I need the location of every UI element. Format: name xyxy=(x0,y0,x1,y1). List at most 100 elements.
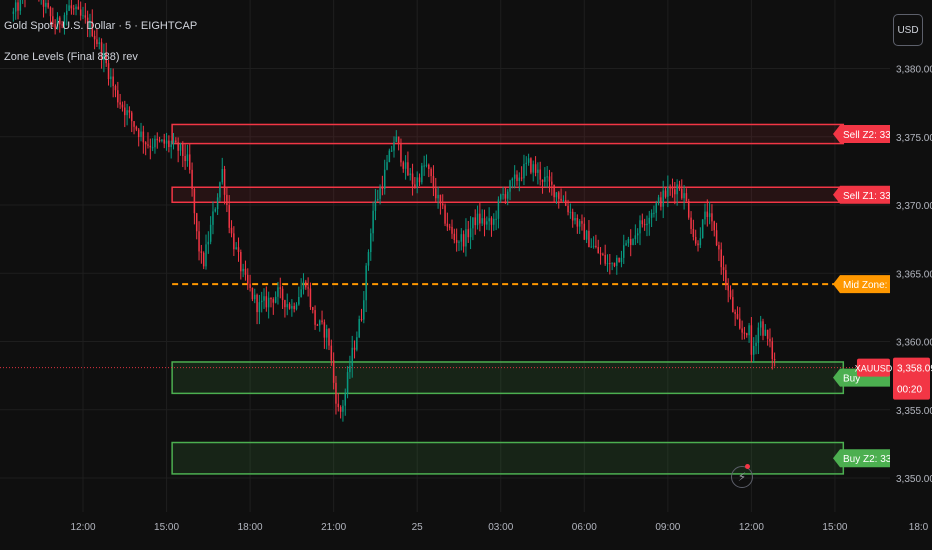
x-tick-label: 18:00 xyxy=(238,522,263,533)
candle-body xyxy=(625,243,627,246)
candle-body xyxy=(748,325,750,336)
candle-body xyxy=(272,299,275,303)
candle-body xyxy=(205,244,207,267)
candle-body xyxy=(103,53,105,60)
label-mid-zone[interactable]: Mid Zone: 336 xyxy=(833,275,907,294)
candle-body xyxy=(451,226,453,234)
candle-body xyxy=(590,246,593,248)
candle-body xyxy=(483,218,486,225)
x-tick-label: 12:00 xyxy=(70,522,95,533)
candle-body xyxy=(455,240,458,243)
candle-body xyxy=(279,287,282,289)
label-sell-z1-text: Sell Z1: 3370- xyxy=(843,191,905,202)
candle-body xyxy=(444,205,446,224)
candle-body xyxy=(583,223,586,240)
candle-body xyxy=(156,138,159,141)
y-tick-label: 3,380.00 xyxy=(896,65,932,76)
candle-body xyxy=(242,268,244,272)
candle-body xyxy=(186,154,189,162)
candle-body xyxy=(114,86,117,91)
zone-sell-z2 xyxy=(171,123,845,145)
candle-body xyxy=(636,233,639,236)
candle-body xyxy=(49,7,52,17)
x-tick-label: 15:00 xyxy=(154,522,179,533)
candle-body xyxy=(344,393,347,406)
y-tick-label: 3,375.00 xyxy=(896,133,932,144)
label-buy-z2[interactable]: Buy Z2: 3351- xyxy=(833,449,906,468)
indicator-title[interactable]: Zone Levels (Final 888) rev xyxy=(4,51,138,63)
candle-body xyxy=(597,247,599,254)
candle-body xyxy=(265,296,268,308)
candle-body xyxy=(534,164,537,173)
candle-body xyxy=(14,2,17,12)
candle-body xyxy=(595,245,597,248)
candle-body xyxy=(84,15,87,18)
zone-buy-z1 xyxy=(171,361,845,395)
candle-body xyxy=(12,11,15,14)
candle-body xyxy=(520,177,523,179)
candle-body xyxy=(511,178,514,181)
candle-body xyxy=(632,239,634,245)
candle-body xyxy=(764,329,767,336)
candle-body xyxy=(198,231,200,252)
candle-body xyxy=(312,307,314,311)
currency-button[interactable]: USD xyxy=(893,14,923,46)
candle-body xyxy=(117,90,119,103)
candle-body xyxy=(692,228,695,237)
candle-body xyxy=(237,247,240,252)
candle-body xyxy=(59,17,61,25)
candle-body xyxy=(288,304,291,309)
candle-body xyxy=(622,245,625,258)
candle-body xyxy=(337,403,340,408)
symbol-tag[interactable]: XAUUSD xyxy=(855,358,893,377)
price-axis[interactable] xyxy=(890,0,932,550)
candle-body xyxy=(620,257,623,262)
current-price-label[interactable]: 3,358.09 00:20 xyxy=(893,357,932,400)
y-tick-label: 3,370.00 xyxy=(896,201,932,212)
candle-body xyxy=(342,405,344,412)
candle-body xyxy=(741,328,743,333)
candle-body xyxy=(627,238,630,244)
candle-body xyxy=(165,140,168,144)
candle-body xyxy=(307,287,309,289)
symbol-title[interactable]: Gold Spot / U.S. Dollar · 5 · EIGHTCAP xyxy=(4,20,198,32)
candle-body xyxy=(479,213,481,224)
candle-body xyxy=(216,197,219,210)
candle-body xyxy=(93,36,96,40)
candle-body xyxy=(467,229,470,238)
candle-body xyxy=(61,24,63,26)
candle-body xyxy=(516,174,518,181)
candle-body xyxy=(699,238,702,246)
label-sell-z2[interactable]: Sell Z2: 3375- xyxy=(833,125,905,144)
candle-body xyxy=(89,20,91,29)
flash-icon[interactable]: ⚡ xyxy=(731,466,753,488)
candle-body xyxy=(147,144,149,146)
candle-body xyxy=(400,143,402,163)
candle-body xyxy=(189,154,191,170)
time-axis[interactable] xyxy=(0,512,932,550)
candle-body xyxy=(509,180,511,192)
candle-body xyxy=(256,294,258,313)
candle-body xyxy=(428,164,430,169)
candle-body xyxy=(495,218,497,220)
candle-body xyxy=(182,143,184,157)
candle-body xyxy=(372,210,374,234)
candle-body xyxy=(47,2,49,8)
candle-body xyxy=(734,312,736,315)
symbol-tag-bg xyxy=(857,358,890,377)
notification-dot xyxy=(745,464,750,469)
candle-body xyxy=(430,168,432,177)
candle-body xyxy=(685,193,688,202)
candle-body xyxy=(704,211,706,220)
candle-body xyxy=(581,221,583,224)
candle-body xyxy=(247,274,249,284)
candle-body xyxy=(370,233,372,253)
label-sell-z2-bg xyxy=(833,125,890,144)
candle-body xyxy=(170,144,172,148)
label-sell-z1[interactable]: Sell Z1: 3370- xyxy=(833,185,905,204)
candle-body xyxy=(295,304,298,310)
candle-body xyxy=(209,224,212,242)
candle-body xyxy=(532,164,534,173)
candle-body xyxy=(648,217,651,224)
